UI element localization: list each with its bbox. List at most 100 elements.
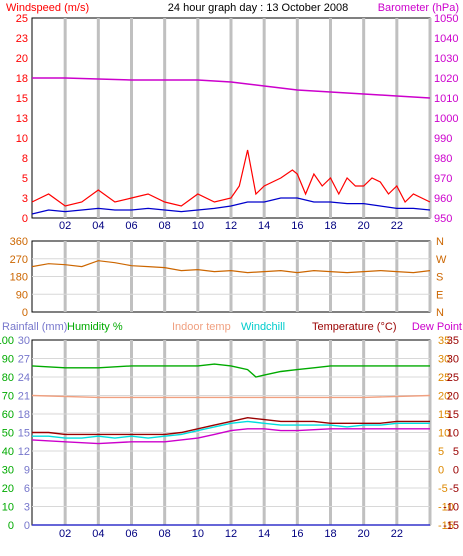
temp-tick-label-inner: -15 [438, 520, 454, 532]
wind-panel-x-tick-label: 18 [324, 220, 336, 232]
windchill-label: Windchill [241, 321, 285, 333]
temp-tick-label-outer: 30 [447, 354, 459, 366]
direction-degree-label: 90 [16, 289, 28, 301]
wind-panel-x-tick-label: 02 [59, 220, 71, 232]
direction-compass-label: S [436, 272, 443, 284]
series-temperature-c [32, 416, 430, 436]
temp-tick-label-inner: 30 [438, 354, 450, 366]
temp-panel-x-tick-label: 08 [159, 528, 171, 540]
temp-panel-x-tick-label: 06 [125, 528, 137, 540]
windspeed-tick-label: 25 [16, 13, 28, 25]
temp-tick-label-outer: -10 [443, 502, 459, 514]
humidity-tick-label: 90 [2, 354, 14, 366]
temp-tick-label-outer: 5 [453, 446, 459, 458]
rainfall-tick-label: 6 [24, 483, 30, 495]
rainfall-tick-label: 30 [18, 335, 30, 347]
windspeed-tick-label: 13 [16, 113, 28, 125]
temp-panel-x-tick-label: 14 [258, 528, 270, 540]
barometer-tick-label: 970 [434, 173, 452, 185]
temp-tick-label-outer: -15 [443, 520, 459, 532]
temp-tick-label-inner: 35 [438, 335, 450, 347]
temp-panel-x-tick-label: 02 [59, 528, 71, 540]
direction-degree-label: 180 [10, 272, 28, 284]
direction-compass-label: N [436, 307, 444, 319]
wind-panel-x-tick-label: 20 [358, 220, 370, 232]
temp-panel-x-tick-label: 20 [358, 528, 370, 540]
wind-panel-x-tick-label: 04 [92, 220, 104, 232]
temp-tick-label-inner: 20 [438, 391, 450, 403]
direction-compass-label: N [436, 236, 444, 248]
temp-panel-x-tick-label: 16 [291, 528, 303, 540]
barometer-tick-label: 950 [434, 213, 452, 225]
series-gust [31, 149, 431, 207]
dewpoint-label: Dew Point [412, 321, 462, 333]
barometer-tick-label: 1010 [434, 93, 458, 105]
temp-tick-label-outer: 35 [447, 335, 459, 347]
temp-panel-x-tick-label: 22 [391, 528, 403, 540]
temp-tick-label-outer: 15 [447, 409, 459, 421]
windspeed-tick-label: 15 [16, 93, 28, 105]
series-barometer [32, 77, 431, 99]
windspeed-tick-label: 5 [22, 173, 28, 185]
temp-tick-label-inner: 10 [438, 428, 450, 440]
humidity-tick-label: 80 [2, 372, 14, 384]
temp-tick-label-inner: 5 [438, 446, 444, 458]
direction-compass-label: E [436, 289, 443, 301]
windspeed-tick-label: 0 [22, 213, 28, 225]
windspeed-tick-label: 8 [22, 153, 28, 165]
temp-tick-label-outer: -5 [449, 483, 459, 495]
wind-panel-x-tick-label: 08 [159, 220, 171, 232]
temp-tick-label-inner: -10 [438, 502, 454, 514]
humidity-tick-label: 100 [0, 335, 14, 347]
direction-degree-label: 270 [10, 254, 28, 266]
chart-title: 24 hour graph day : 13 October 2008 [168, 2, 348, 14]
rainfall-tick-label: 24 [18, 372, 30, 384]
windspeed-axis-label: Windspeed (m/s) [6, 2, 89, 14]
temp-tick-label-inner: 15 [438, 409, 450, 421]
wind-panel-x-tick-label: 12 [225, 220, 237, 232]
barometer-tick-label: 1020 [434, 73, 458, 85]
humidity-tick-label: 0 [8, 520, 14, 532]
direction-degree-label: 0 [22, 307, 28, 319]
rainfall-tick-label: 12 [18, 446, 30, 458]
wind-panel-x-tick-label: 16 [291, 220, 303, 232]
windspeed-tick-label: 3 [22, 193, 28, 205]
barometer-axis-label: Barometer (hPa) [378, 2, 459, 14]
rainfall-tick-label: 3 [24, 502, 30, 514]
temp-tick-label-outer: 10 [447, 428, 459, 440]
temp-panel-x-tick-label: 04 [92, 528, 104, 540]
humidity-tick-label: 60 [2, 409, 14, 421]
windspeed-tick-label: 20 [16, 53, 28, 65]
rainfall-tick-label: 27 [18, 354, 30, 366]
temp-tick-label-outer: 20 [447, 391, 459, 403]
barometer-tick-label: 1030 [434, 53, 458, 65]
humidity-tick-label: 40 [2, 446, 14, 458]
temp-panel-x-tick-label: 18 [324, 528, 336, 540]
barometer-tick-label: 990 [434, 133, 452, 145]
barometer-tick-label: 960 [434, 193, 452, 205]
wind-panel-x-tick-label: 22 [391, 220, 403, 232]
rainfall-tick-label: 15 [18, 428, 30, 440]
humidity-tick-label: 70 [2, 391, 14, 403]
barometer-tick-label: 1000 [434, 113, 458, 125]
series-windchill [32, 420, 430, 439]
direction-degree-label: 360 [10, 236, 28, 248]
barometer-tick-label: 1050 [434, 13, 458, 25]
windspeed-tick-label: 10 [16, 133, 28, 145]
temp-tick-label-outer: 0 [453, 465, 459, 477]
humidity-label: Humidity % [67, 321, 123, 333]
temp-panel-x-tick-label: 10 [192, 528, 204, 540]
rainfall-tick-label: 21 [18, 391, 30, 403]
wind-panel-x-tick-label: 06 [125, 220, 137, 232]
temp-tick-label-outer: 25 [447, 372, 459, 384]
indoor-temp-label: Indoor temp [172, 321, 231, 333]
humidity-tick-label: 30 [2, 465, 14, 477]
rainfall-tick-label: 0 [24, 520, 30, 532]
temp-tick-label-inner: -5 [438, 483, 448, 495]
temp-panel-x-tick-label: 12 [225, 528, 237, 540]
series-average [31, 197, 431, 215]
wind-panel-x-tick-label: 10 [192, 220, 204, 232]
series-indoor-temp [31, 394, 431, 399]
humidity-tick-label: 10 [2, 502, 14, 514]
